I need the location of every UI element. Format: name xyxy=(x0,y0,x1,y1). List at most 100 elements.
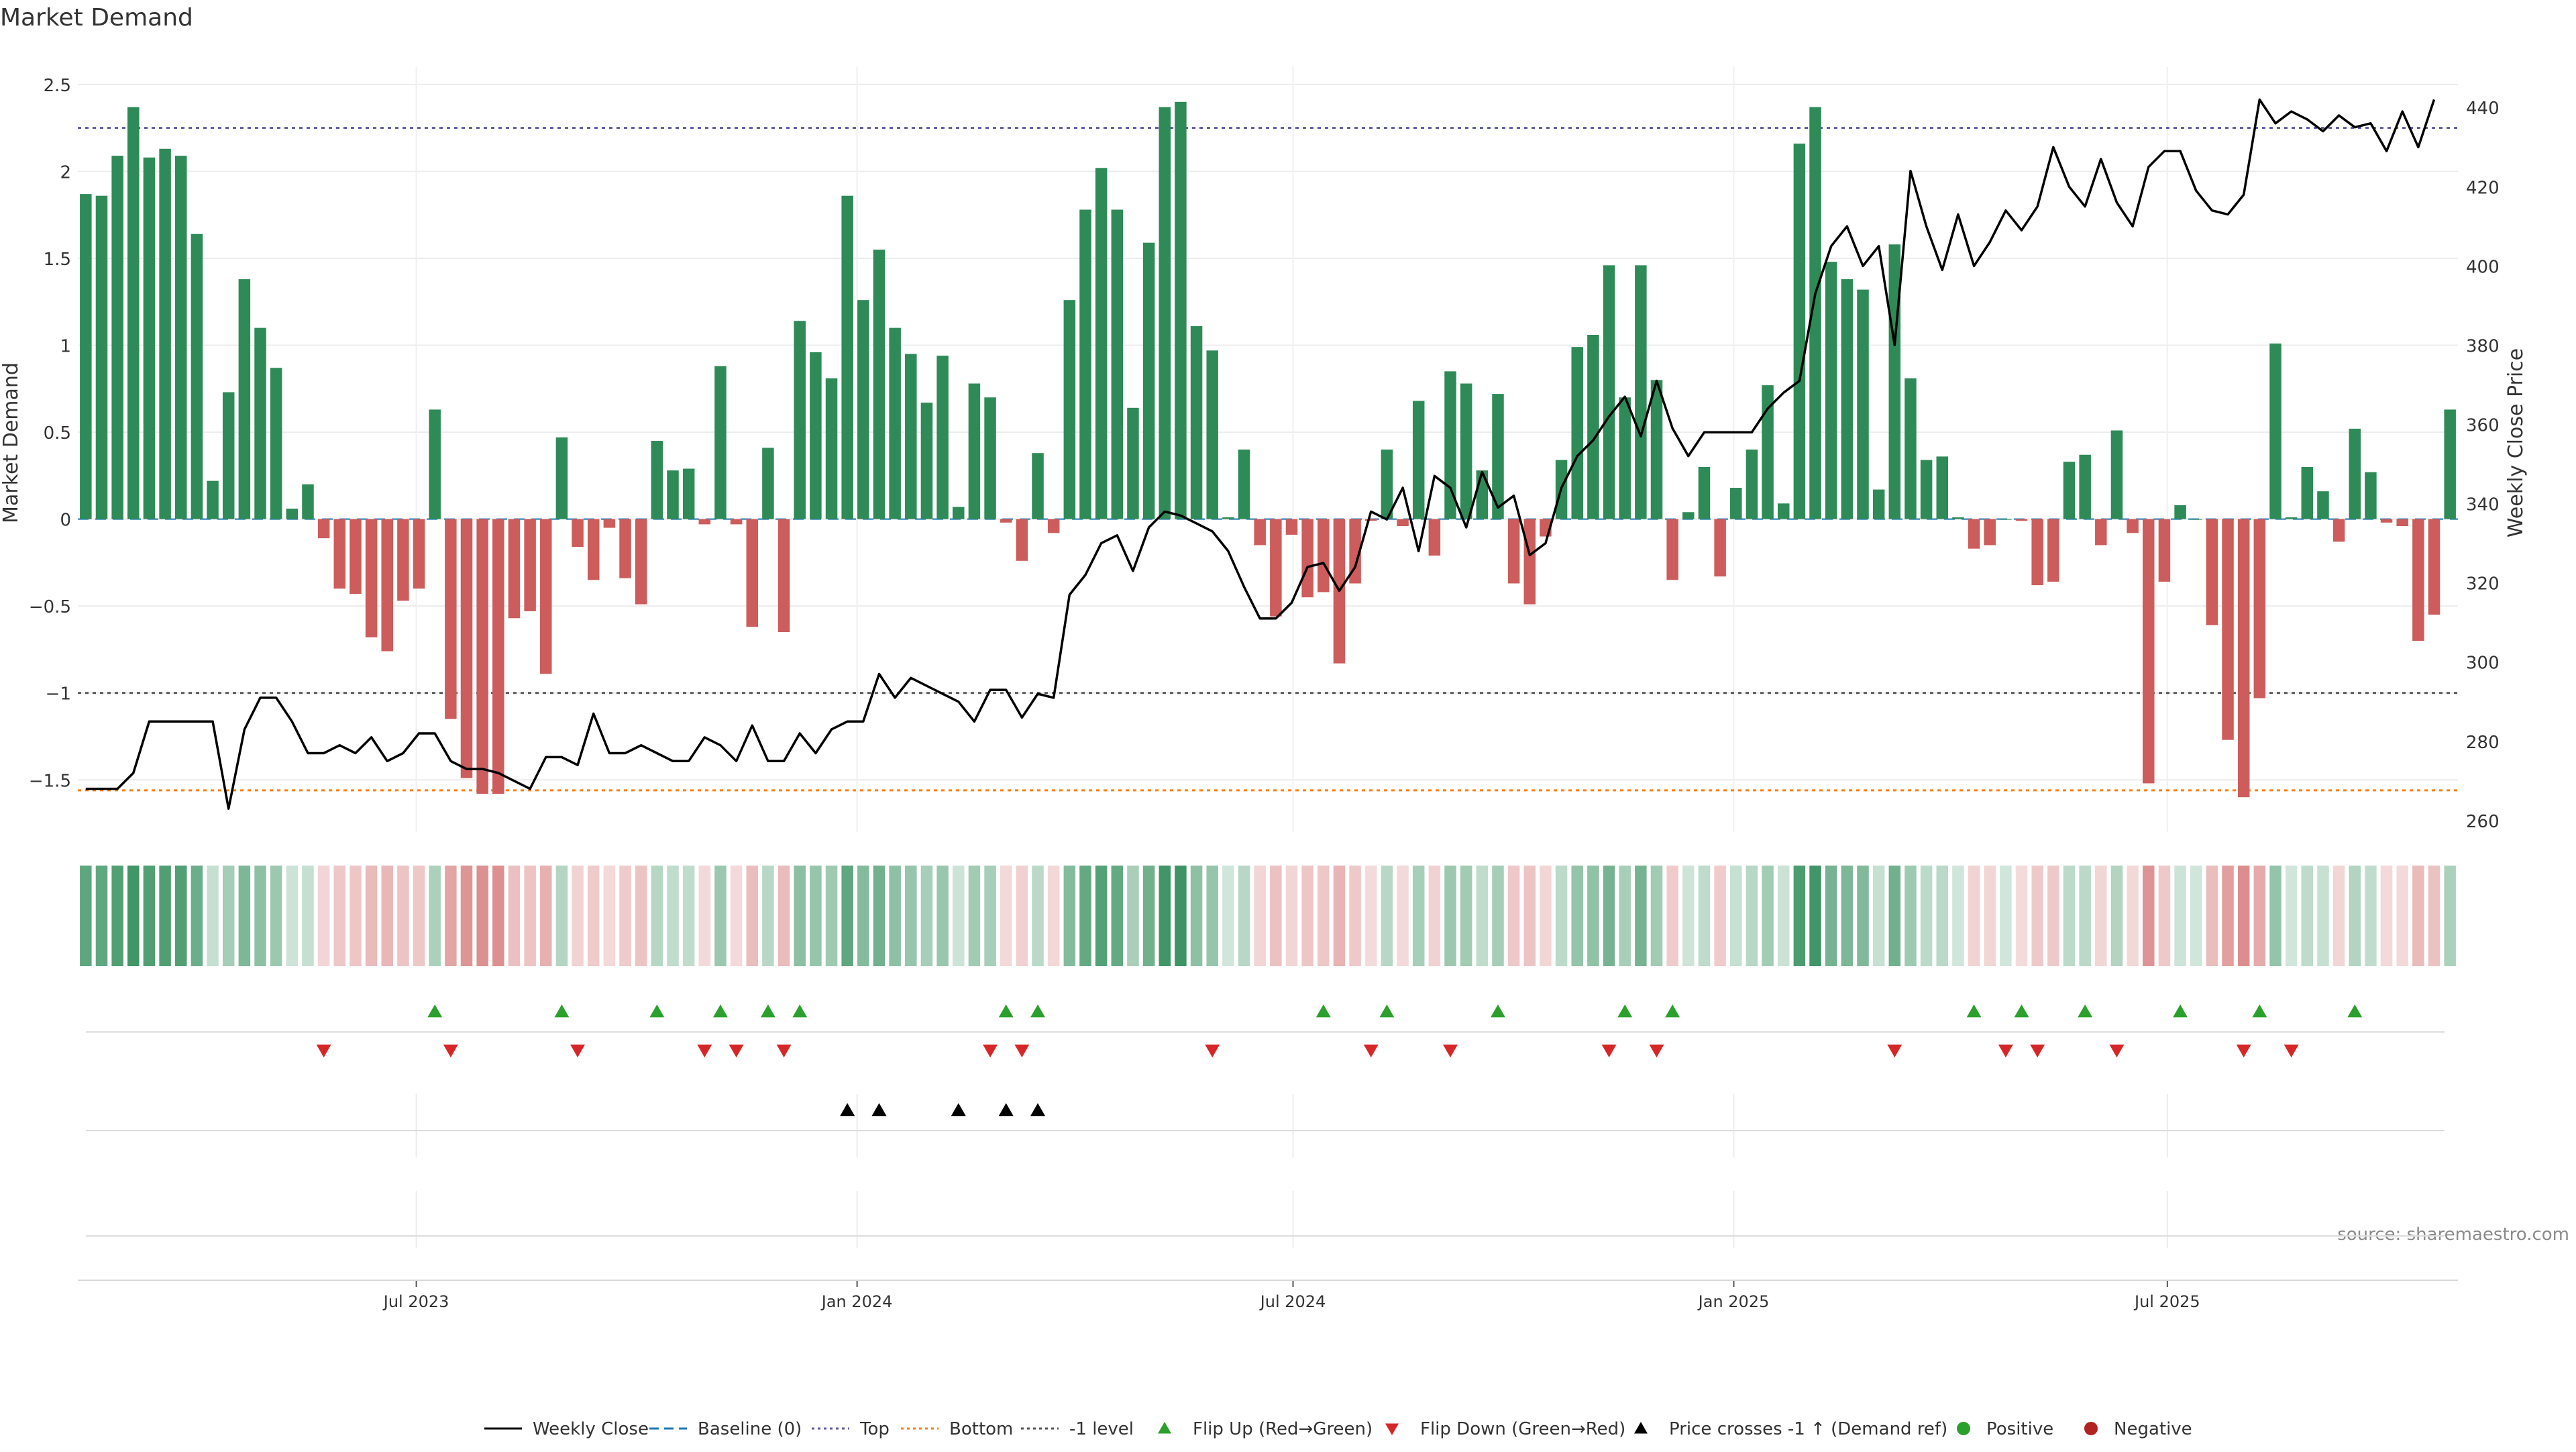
signal-marker xyxy=(760,1004,775,1018)
demand-bar xyxy=(397,519,409,601)
demand-bar xyxy=(2349,428,2361,519)
heat-cell xyxy=(1952,866,1964,966)
heat-cell xyxy=(667,866,679,966)
demand-bar xyxy=(572,519,584,548)
heat-cell xyxy=(2301,866,2314,966)
signal-marker xyxy=(1030,1004,1046,1018)
heat-cell xyxy=(238,866,251,966)
demand-bar xyxy=(794,321,806,519)
signal-marker xyxy=(2347,1004,2363,1018)
signal-marker xyxy=(2173,1004,2188,1018)
demand-bar xyxy=(1476,470,1489,519)
heat-cell xyxy=(1381,866,1393,966)
heat-cell xyxy=(889,866,901,966)
signal-marker xyxy=(1205,1044,1220,1057)
heat-cell xyxy=(2332,866,2345,966)
heat-cell xyxy=(810,866,822,966)
demand-bar xyxy=(651,441,663,519)
legend-entry: -1 level xyxy=(1021,1419,1134,1439)
heat-cell xyxy=(2396,866,2408,966)
demand-bar xyxy=(2000,519,2012,520)
demand-bar xyxy=(413,519,425,589)
signal-marker xyxy=(427,1004,443,1018)
demand-bar xyxy=(968,383,981,519)
demand-bar xyxy=(587,519,600,580)
heat-cell xyxy=(1603,866,1615,966)
demand-bar xyxy=(1364,519,1377,521)
demand-bar xyxy=(984,397,996,519)
heat-cell xyxy=(1888,866,1901,966)
demand-bar xyxy=(2412,519,2424,641)
demand-bar xyxy=(825,378,838,519)
demand-bar xyxy=(873,250,885,519)
demand-bar xyxy=(1238,450,1250,519)
heat-cell xyxy=(968,866,981,966)
signal-marker xyxy=(1887,1044,1902,1057)
legend-entry: Positive xyxy=(1957,1419,2053,1439)
demand-bar xyxy=(508,519,521,619)
demand-bar xyxy=(270,368,282,519)
signal-marker xyxy=(1998,1044,2013,1057)
demand-bar xyxy=(810,352,822,519)
demand-bar xyxy=(1888,244,1901,519)
legend-label: Flip Up (Red→Green) xyxy=(1193,1419,1373,1439)
y-tick-label: 1.5 xyxy=(44,250,71,270)
heat-cell xyxy=(2237,866,2250,966)
x-tick-label: Jul 2024 xyxy=(1259,1292,1326,1311)
demand-bar xyxy=(111,156,123,519)
demand-bars xyxy=(80,101,2456,798)
x-tick-label: Jul 2023 xyxy=(382,1292,449,1311)
demand-bar xyxy=(2063,462,2076,519)
signal-marker xyxy=(2030,1044,2045,1057)
signal-marker xyxy=(649,1004,665,1018)
heat-cell xyxy=(1206,866,1218,966)
demand-bar xyxy=(1111,209,1124,519)
heat-cell xyxy=(524,866,536,966)
demand-bar xyxy=(2095,519,2107,546)
legend-entry: Price crosses -1 ↑ (Demand ref) xyxy=(1634,1419,1947,1439)
heat-cell xyxy=(2190,866,2202,966)
demand-bar xyxy=(2079,454,2091,519)
demand-bar xyxy=(317,519,330,539)
heat-cell xyxy=(905,866,917,966)
signal-marker xyxy=(1014,1044,1030,1057)
heat-cell xyxy=(1032,866,1044,966)
signal-marker xyxy=(316,1044,331,1057)
demand-bar xyxy=(2206,519,2218,625)
heat-cell xyxy=(174,866,187,966)
heat-cell xyxy=(350,866,362,966)
demand-bar xyxy=(2015,519,2028,521)
demand-bar xyxy=(2158,519,2171,582)
demand-bar xyxy=(1777,503,1790,519)
heat-cell xyxy=(111,866,123,966)
heat-cell xyxy=(920,866,933,966)
heat-cell xyxy=(445,866,457,966)
heat-cell xyxy=(714,866,727,966)
demand-bar xyxy=(80,194,92,519)
signal-marker xyxy=(1665,1004,1680,1018)
heat-cell xyxy=(1872,866,1885,966)
heat-cell xyxy=(841,866,853,966)
heat-cell xyxy=(1364,866,1377,966)
legend-label: Price crosses -1 ↑ (Demand ref) xyxy=(1669,1419,1947,1439)
demand-bar xyxy=(2110,430,2123,519)
demand-bar xyxy=(2396,519,2408,526)
heat-cell xyxy=(1619,866,1631,966)
demand-bar xyxy=(1904,378,1917,519)
y-tick-label: −0.5 xyxy=(29,597,71,617)
signal-marker xyxy=(1601,1044,1617,1057)
y2-tick-label: 280 xyxy=(2466,733,2500,753)
legend-label: Weekly Close xyxy=(533,1419,649,1439)
heat-cell xyxy=(1301,866,1313,966)
demand-bar xyxy=(2127,519,2139,533)
demand-bar xyxy=(174,156,187,519)
demand-bar xyxy=(2301,466,2314,519)
legend-entry: Flip Up (Red→Green) xyxy=(1158,1419,1373,1439)
signal-marker xyxy=(1363,1044,1379,1057)
demand-bar xyxy=(1079,209,1091,519)
demand-bar xyxy=(1254,519,1266,546)
demand-bar xyxy=(698,519,711,525)
y-tick-label: −1.5 xyxy=(29,771,71,791)
heat-cell xyxy=(2380,866,2393,966)
